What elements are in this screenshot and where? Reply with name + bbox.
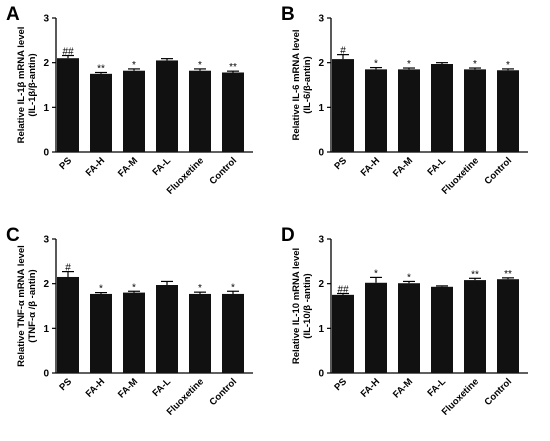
chart-a-category-label: FA-L <box>150 155 173 178</box>
chart-b-svg: B Relative IL-6 mRNA level(IL-6/β-antin) 0… <box>281 4 528 197</box>
chart-c-category-label: FA-L <box>150 376 173 399</box>
chart-a-bar-fa-m <box>123 70 145 152</box>
chart-a-y-axis-title: Relative IL-1β mRNA level(IL-1β/β-antin) <box>16 27 38 144</box>
chart-a-category-label: PS <box>57 155 74 172</box>
chart-a-bar-ps <box>57 58 79 153</box>
chart-d-y-tick-label: 3 <box>318 235 324 246</box>
chart-d-significance-mark: * <box>407 272 411 283</box>
chart-b-category-label: Control <box>482 155 514 187</box>
chart-d-y-tick-label: 0 <box>318 369 324 380</box>
chart-b-significance-mark: * <box>407 59 411 70</box>
chart-d-significance-mark: * <box>374 268 378 279</box>
chart-panel-a: A Relative IL-1β mRNA level(IL-1β/β-antin… <box>0 0 275 220</box>
chart-b-bar-fluoxetine <box>464 69 486 152</box>
chart-b-bar-fa-l <box>431 64 453 152</box>
chart-b-y-tick-label: 1 <box>318 103 324 114</box>
chart-b-significance-mark: * <box>473 59 477 70</box>
chart-a-significance-mark: * <box>198 60 202 71</box>
chart-d-category-label: FA-H <box>359 376 383 400</box>
chart-a-category-label: FA-H <box>84 155 108 179</box>
chart-b-y-tick-label: 0 <box>318 148 324 159</box>
chart-b-bar-fa-m <box>398 69 420 152</box>
chart-b-category-label: FA-M <box>391 155 415 179</box>
chart-b-panel-label: B <box>281 4 295 25</box>
chart-c-bar-fa-m <box>123 292 145 373</box>
chart-d-category-label: Control <box>482 376 514 408</box>
chart-a-y-tick-label: 3 <box>43 14 49 25</box>
chart-c-category-label: Control <box>207 376 239 408</box>
chart-c-bar-ps <box>57 276 79 373</box>
chart-c-significance-mark: # <box>65 263 71 274</box>
chart-c-category-label: FA-H <box>84 376 108 400</box>
chart-a-bar-control <box>222 72 244 152</box>
chart-d-y-tick-label: 2 <box>318 279 324 290</box>
chart-d-y-tick-label: 1 <box>318 324 324 335</box>
chart-b-bar-control <box>497 70 519 152</box>
chart-a-y-tick-label: 0 <box>43 148 49 159</box>
chart-a-bar-fa-l <box>156 60 178 152</box>
chart-a-category-label: FA-M <box>116 155 140 179</box>
chart-b-category-label: PS <box>332 155 349 172</box>
chart-c-category-label: FA-M <box>116 376 140 400</box>
chart-a-significance-mark: ** <box>229 62 237 73</box>
chart-b-category-label: FA-L <box>425 155 448 178</box>
chart-d-y-axis-title: Relative IL-10 mRNA level(IL-10/β -antin… <box>291 248 313 364</box>
chart-b-bar-fa-h <box>365 69 387 152</box>
chart-c-significance-mark: * <box>198 283 202 294</box>
chart-panel-d: D Relative IL-10 mRNA level(IL-10/β -anti… <box>275 221 550 441</box>
chart-a-panel-label: A <box>6 4 20 25</box>
chart-a-significance-mark: ## <box>62 47 74 58</box>
chart-b-significance-mark: # <box>340 46 346 57</box>
chart-a-category-label: Control <box>207 155 239 187</box>
chart-panel-c: C Relative TNF-α mRNA level(TNF-α /β -ant… <box>0 221 275 441</box>
chart-a-y-tick-label: 2 <box>43 58 49 69</box>
chart-a-y-tick-label: 1 <box>43 103 49 114</box>
chart-c-significance-mark: * <box>231 282 235 293</box>
chart-a-significance-mark: * <box>132 60 136 71</box>
chart-b-y-tick-label: 3 <box>318 14 324 25</box>
chart-d-bar-fluoxetine <box>464 280 486 373</box>
chart-b-bar-ps <box>332 59 354 152</box>
chart-panel-b: B Relative IL-6 mRNA level(IL-6/β-antin) 0… <box>275 0 550 220</box>
chart-c-category-label: PS <box>57 376 74 393</box>
chart-c-panel-label: C <box>6 225 20 246</box>
chart-d-bar-fa-h <box>365 282 387 373</box>
chart-c-y-tick-label: 2 <box>43 279 49 290</box>
chart-d-significance-mark: ** <box>504 269 512 280</box>
chart-b-category-label: FA-H <box>359 155 383 179</box>
chart-a-significance-mark: ** <box>97 63 105 74</box>
chart-d-bar-fa-l <box>431 286 453 373</box>
chart-c-bar-fluoxetine <box>189 293 211 373</box>
chart-a-bar-fluoxetine <box>189 70 211 152</box>
chart-c-y-tick-label: 0 <box>43 369 49 380</box>
chart-d-panel-label: D <box>281 225 295 246</box>
chart-d-bar-fa-m <box>398 283 420 373</box>
chart-d-category-label: FA-M <box>391 376 415 400</box>
chart-d-bar-ps <box>332 294 354 373</box>
chart-c-bar-fa-h <box>90 293 112 373</box>
chart-b-significance-mark: * <box>374 59 378 70</box>
chart-c-significance-mark: * <box>132 282 136 293</box>
chart-b-y-tick-label: 2 <box>318 58 324 69</box>
chart-b-y-axis-title: Relative IL-6 mRNA level(IL-6/β-antin) <box>291 29 313 140</box>
chart-d-significance-mark: ** <box>471 269 479 280</box>
chart-d-category-label: FA-L <box>425 376 448 399</box>
chart-c-y-tick-label: 3 <box>43 235 49 246</box>
chart-d-bar-control <box>497 279 519 373</box>
chart-c-significance-mark: * <box>99 284 103 295</box>
chart-c-y-axis-title: Relative TNF-α mRNA level(TNF-α /β -anti… <box>16 245 38 367</box>
chart-d-significance-mark: ## <box>337 284 349 295</box>
chart-b-significance-mark: * <box>506 60 510 71</box>
chart-a-bar-fa-h <box>90 73 112 152</box>
chart-d-category-label: PS <box>332 376 349 393</box>
chart-c-bar-fa-l <box>156 285 178 373</box>
chart-c-y-tick-label: 1 <box>43 324 49 335</box>
chart-c-bar-control <box>222 293 244 373</box>
